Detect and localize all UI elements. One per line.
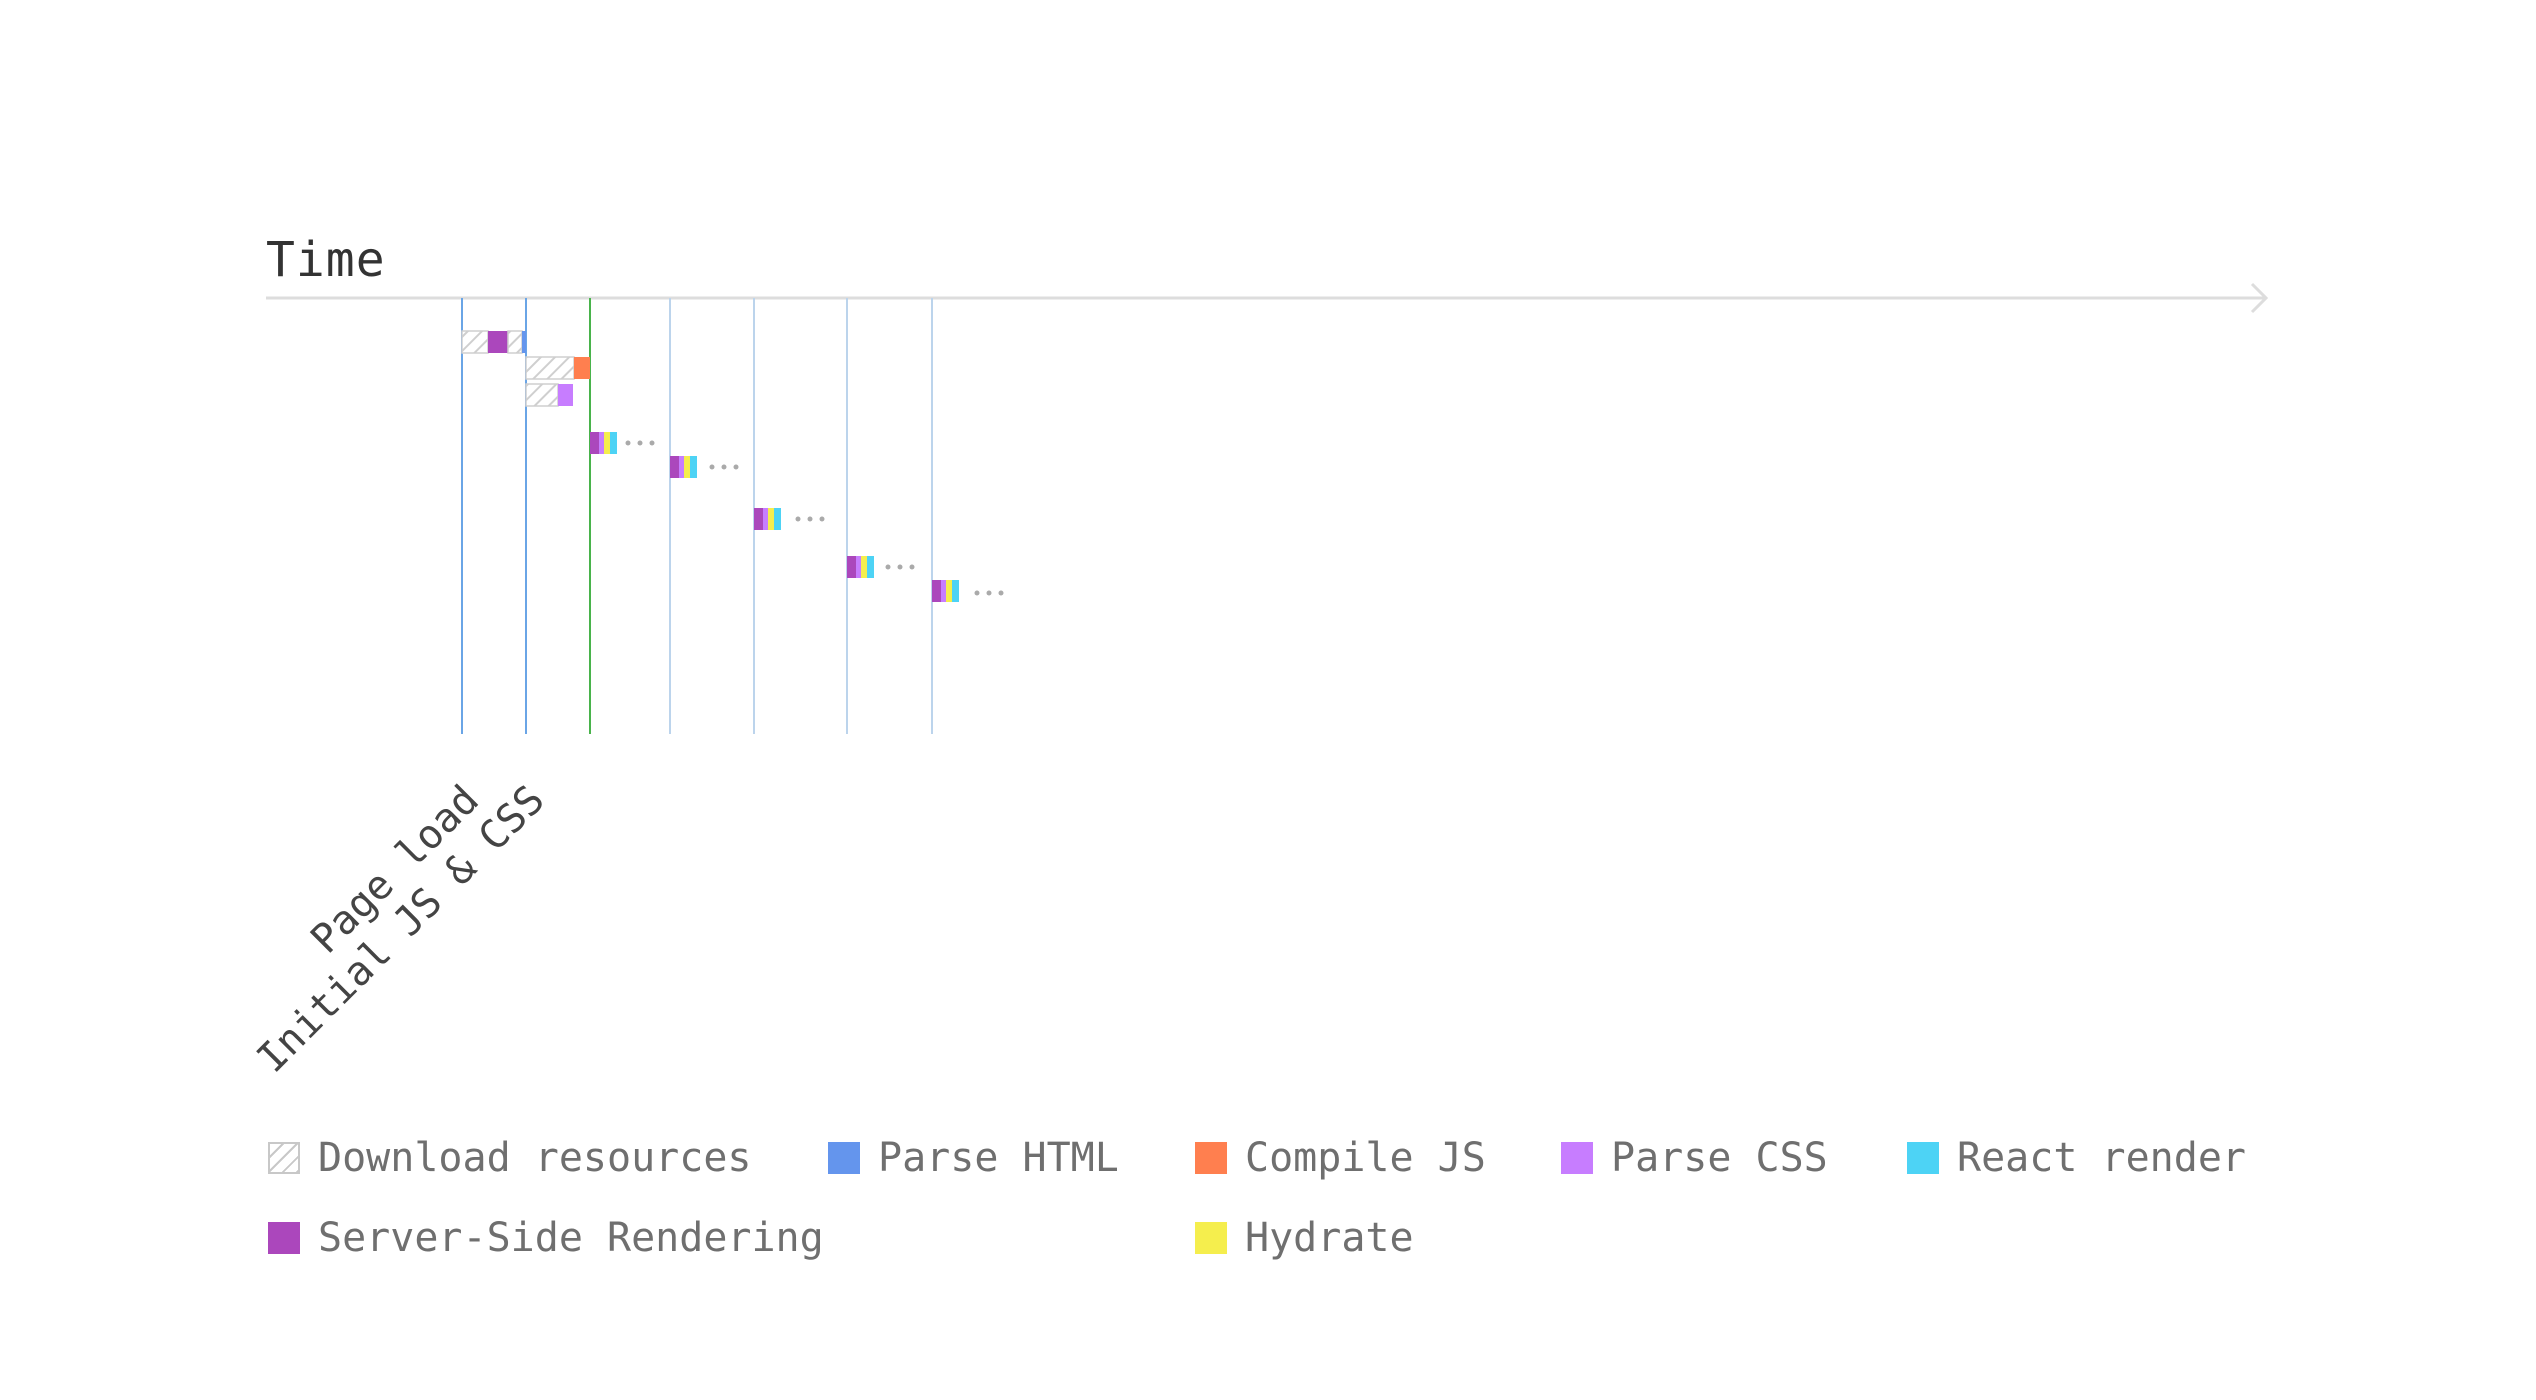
server-side-rendering-block: [590, 432, 599, 454]
server-side-rendering-block: [932, 580, 941, 602]
hydrate-block: [946, 580, 952, 602]
parse-css-block: [599, 432, 604, 454]
hydrate-block: [604, 432, 610, 454]
server-side-rendering-block: [847, 556, 856, 578]
parse-css-block: [558, 384, 573, 406]
ellipsis-dot: [807, 516, 813, 522]
parse-css-block: [763, 508, 768, 530]
legend-label: Hydrate: [1245, 1215, 1414, 1261]
compile-js-block: [574, 357, 590, 379]
legend-label: Download resources: [318, 1135, 752, 1181]
request-group: [932, 580, 1004, 602]
server-side-rendering-block: [488, 331, 508, 353]
request-group: [754, 508, 825, 530]
ellipsis-dot: [974, 590, 980, 596]
legend-parse-html: Parse HTML: [828, 1135, 1119, 1181]
ellipsis-dot: [733, 464, 739, 470]
hydrate-block: [684, 456, 690, 478]
request-group: [670, 456, 739, 478]
legend-parse-css: Parse CSS: [1561, 1135, 1828, 1181]
parse-css-block: [679, 456, 684, 478]
color-swatch-icon: [828, 1142, 860, 1174]
parse-css-block: [941, 580, 946, 602]
legend-download-resources: Download resources: [268, 1135, 752, 1181]
request-group: [590, 432, 655, 454]
ellipsis-dot: [795, 516, 801, 522]
hydrate-block: [768, 508, 774, 530]
ellipsis-dot: [649, 440, 655, 446]
react-render-block: [690, 456, 697, 478]
react-render-block: [610, 432, 617, 454]
color-swatch-icon: [268, 1222, 300, 1254]
color-swatch-icon: [1195, 1222, 1227, 1254]
ellipsis-dot: [885, 564, 891, 570]
time-axis-label: Time: [266, 232, 386, 288]
legend-react-render: React render: [1907, 1135, 2246, 1181]
legend-label: Compile JS: [1245, 1135, 1486, 1181]
download-resources-block: [525, 356, 575, 380]
legend-label: Server-Side Rendering: [318, 1215, 824, 1261]
download-resources-block: [461, 330, 489, 354]
legend-label: Parse HTML: [878, 1135, 1119, 1181]
ellipsis-dot: [897, 564, 903, 570]
request-group: [847, 556, 915, 578]
ellipsis-dot: [909, 564, 915, 570]
color-swatch-icon: [1561, 1142, 1593, 1174]
server-side-rendering-block: [670, 456, 679, 478]
hydrate-block: [861, 556, 867, 578]
react-render-block: [867, 556, 874, 578]
legend-label: Parse CSS: [1611, 1135, 1828, 1181]
time-axis-arrow-icon: [2250, 282, 2269, 314]
ellipsis-dot: [986, 590, 992, 596]
ellipsis-dot: [625, 440, 631, 446]
server-side-rendering-block: [754, 508, 763, 530]
ellipsis-dot: [637, 440, 643, 446]
download-resources-block: [507, 330, 523, 354]
react-render-block: [952, 580, 959, 602]
legend-hydrate: Hydrate: [1195, 1215, 1414, 1261]
ellipsis-dot: [709, 464, 715, 470]
hatch-swatch-icon: [268, 1142, 300, 1174]
color-swatch-icon: [1907, 1142, 1939, 1174]
color-swatch-icon: [1195, 1142, 1227, 1174]
legend-server-side-rendering: Server-Side Rendering: [268, 1215, 824, 1261]
ellipsis-dot: [721, 464, 727, 470]
legend-label: React render: [1957, 1135, 2246, 1181]
ellipsis-dot: [998, 590, 1004, 596]
download-resources-block: [525, 383, 559, 407]
legend-compile-js: Compile JS: [1195, 1135, 1486, 1181]
react-render-block: [774, 508, 781, 530]
parse-css-block: [856, 556, 861, 578]
ellipsis-dot: [819, 516, 825, 522]
parse-html-block: [522, 331, 526, 353]
